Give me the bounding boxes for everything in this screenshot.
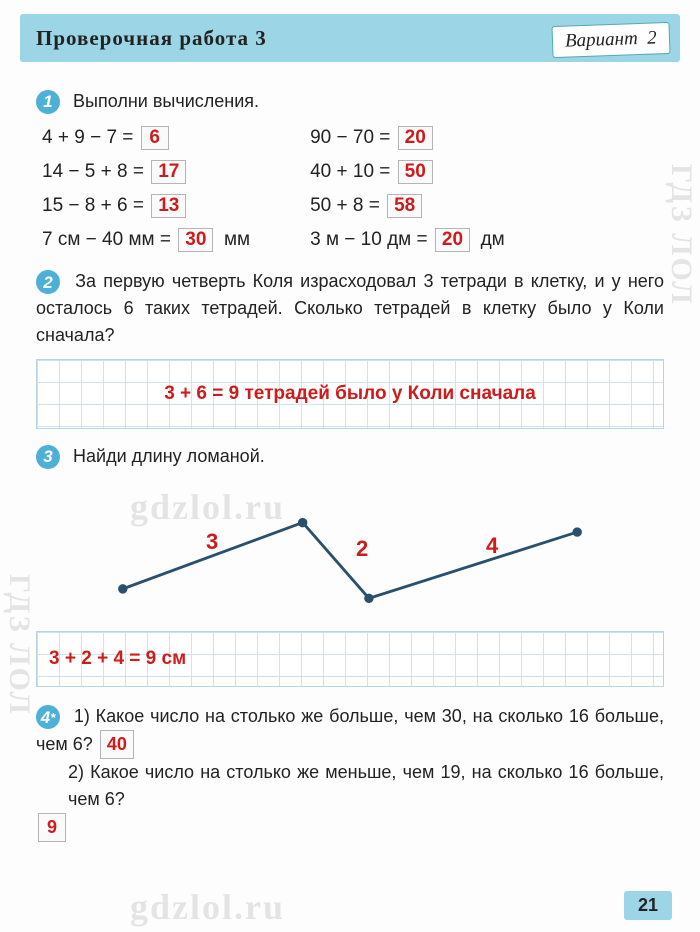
task-3-answer: 3 + 2 + 4 = 9 см: [49, 648, 651, 670]
calc-expr: 40 + 10 =: [310, 161, 390, 182]
task-3-header: 3 Найди длину ломаной.: [36, 445, 664, 469]
page-title: Проверочная работа 3: [36, 26, 267, 51]
segment-label: 2: [356, 536, 368, 562]
answer-box: 58: [387, 194, 422, 218]
segment-label: 3: [206, 529, 218, 555]
watermark-bot: gdzlol.ru: [130, 886, 285, 928]
calc-row: 4 + 9 − 7 = 6: [42, 126, 250, 150]
task-1-right-col: 90 − 70 = 20 40 + 10 = 50 50 + 8 = 58 3 …: [310, 126, 505, 252]
task-2-block: 2 За первую четверть Коля израсходовал 3…: [36, 268, 664, 349]
task-1-left-col: 4 + 9 − 7 = 6 14 − 5 + 8 = 17 15 − 8 + 6…: [42, 126, 250, 252]
task-1-badge: 1: [36, 90, 60, 114]
calc-row: 40 + 10 = 50: [310, 160, 505, 184]
header-bar: Проверочная работа 3 Вариант 2: [20, 14, 680, 62]
polyline-vertex: [298, 518, 307, 527]
answer-box: 30: [178, 228, 213, 252]
task-3-answer-area: 3 + 2 + 4 = 9 см: [36, 631, 664, 687]
answer-box: 40: [100, 730, 134, 759]
calc-row: 3 м − 10 дм = 20 дм: [310, 228, 505, 252]
calc-row: 14 − 5 + 8 = 17: [42, 160, 250, 184]
polyline-vertex: [572, 527, 581, 536]
answer-box: 20: [435, 228, 470, 252]
polyline-vertex: [364, 594, 373, 603]
calc-expr: 14 − 5 + 8 =: [42, 161, 144, 182]
task-4-num: 4: [41, 705, 50, 731]
calc-row: 90 − 70 = 20: [310, 126, 505, 150]
answer-box: 50: [398, 160, 433, 184]
answer-box: 9: [38, 813, 66, 842]
task-2-answer: 3 + 6 = 9 тетрадей было у Коли сначала: [49, 383, 651, 405]
task-3-prompt: Найди длину ломаной.: [73, 446, 265, 466]
polyline-vertex: [118, 584, 127, 593]
star-icon: *: [50, 708, 55, 728]
task-2-badge: 2: [36, 270, 60, 294]
calc-row: 15 − 8 + 6 = 13: [42, 194, 250, 218]
calc-expr: 3 м − 10 дм =: [310, 229, 428, 250]
calc-unit: дм: [481, 229, 505, 250]
polyline-diagram: 3 2 4: [66, 481, 634, 621]
variant-box: Вариант 2: [552, 22, 671, 58]
calc-expr: 15 − 8 + 6 =: [42, 195, 144, 216]
page-number: 21: [624, 891, 672, 920]
answer-box: 13: [151, 194, 186, 218]
calc-row: 7 см − 40 мм = 30 мм: [42, 228, 250, 252]
task-4-badge: 4*: [36, 705, 60, 729]
task-1-calc-grid: 4 + 9 − 7 = 6 14 − 5 + 8 = 17 15 − 8 + 6…: [42, 126, 664, 252]
variant-label: Вариант: [565, 28, 638, 52]
answer-box: 20: [398, 126, 433, 150]
polyline-svg: [66, 481, 634, 621]
calc-row: 50 + 8 = 58: [310, 194, 505, 218]
calc-expr: 90 − 70 =: [310, 127, 390, 148]
variant-num: 2: [647, 27, 657, 48]
calc-unit: мм: [224, 229, 250, 250]
task-1-header: 1 Выполни вычисления.: [36, 90, 664, 114]
task-3-badge: 3: [36, 445, 60, 469]
task-2-answer-area: 3 + 6 = 9 тетрадей было у Коли сначала: [36, 359, 664, 429]
answer-box: 6: [141, 126, 169, 150]
answer-box: 17: [151, 160, 186, 184]
calc-expr: 50 + 8 =: [310, 195, 380, 216]
segment-label: 4: [486, 533, 498, 559]
task-4-block: 4* 1) Какое число на столько же больше, …: [36, 703, 664, 842]
task-4-q2-text: 2) Какое число на столько же меньше, чем…: [68, 759, 664, 813]
calc-expr: 7 см − 40 мм =: [42, 229, 171, 250]
calc-expr: 4 + 9 − 7 =: [42, 127, 133, 148]
task-2-text: За первую четверть Коля израсходовал 3 т…: [36, 271, 664, 345]
task-1-prompt: Выполни вычисления.: [73, 91, 259, 111]
polyline-path: [123, 523, 577, 599]
